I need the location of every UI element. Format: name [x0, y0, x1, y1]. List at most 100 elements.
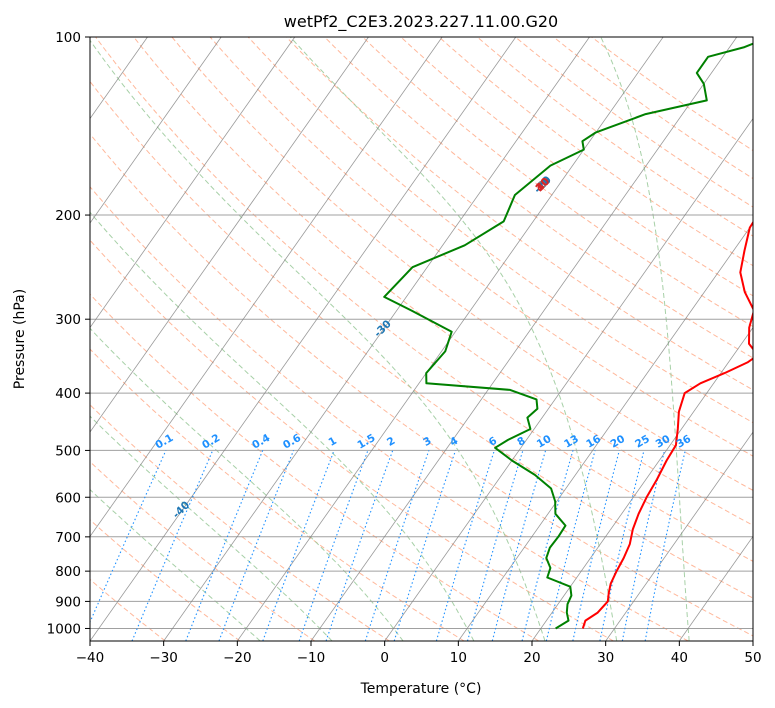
mixing-ratio-label: 20 [608, 433, 627, 451]
mixing-ratio-line [435, 450, 495, 641]
dry-adiabat-line [286, 37, 753, 391]
mixing-ratio-line [325, 450, 394, 641]
y-axis-label: Pressure (hPa) [12, 289, 28, 389]
y-tick-label: 200 [55, 208, 81, 224]
dry-adiabat-line [90, 519, 241, 641]
mixing-ratio-line [393, 450, 457, 641]
isotherm-line [90, 37, 517, 641]
isotherm-label: -50 [24, 631, 46, 653]
x-tick-label: 30 [597, 650, 614, 666]
dry-adiabat-line [476, 37, 753, 237]
mixing-ratio-line [262, 450, 335, 641]
mixing-ratio-label: 1 [327, 435, 339, 449]
isotherm-label: -70 [24, 631, 46, 653]
mixing-ratio-label: 16 [584, 433, 603, 451]
isotherm-label: -90 [24, 631, 46, 653]
x-tick-label: 0 [380, 650, 389, 666]
mixing-ratio-label: 3 [421, 435, 433, 449]
mixing-ratio-line [599, 450, 645, 641]
moist-adiabat-line [90, 415, 333, 641]
dry-adiabat-line [133, 37, 753, 526]
mixing-ratio-line [466, 450, 524, 641]
mixing-ratio-label: 30 [654, 433, 673, 451]
mixing-ratio-label: 1.5 [355, 432, 377, 452]
x-tick-label: 50 [744, 650, 761, 666]
x-axis-label: Temperature (°C) [360, 681, 482, 697]
isotherm-label: -30 [372, 318, 394, 340]
isotherm-line [90, 37, 222, 224]
mixing-ratio-label: 0.2 [200, 432, 222, 452]
y-tick-label: 500 [55, 443, 81, 459]
y-tick-label: 1000 [47, 621, 81, 637]
mixing-ratio-line [491, 450, 547, 641]
mixing-ratio-line [644, 450, 686, 641]
mixing-ratio-lines [90, 450, 686, 641]
mixing-ratio-line [185, 450, 264, 641]
mixing-ratio-line [364, 450, 430, 641]
mixing-ratio-label: 4 [448, 435, 460, 449]
mixing-ratio-label: 0.6 [281, 432, 303, 452]
isotherm-line [90, 37, 443, 538]
mixing-ratio-line [218, 450, 295, 641]
mixing-ratio-label: 13 [562, 433, 581, 451]
dry-adiabat-line [90, 186, 689, 641]
mixing-ratio-line [545, 450, 596, 641]
x-tick-label: −40 [76, 650, 105, 666]
isotherm-line [605, 431, 753, 641]
x-tick-label: −20 [223, 650, 252, 666]
dry-adiabat-line [90, 293, 540, 641]
isotherm-grid [90, 37, 753, 641]
dry-adiabats [90, 37, 753, 641]
isotherm-line [163, 37, 590, 641]
mixing-ratio-label: 0.4 [250, 432, 272, 452]
isotherm-label: -60 [24, 631, 46, 653]
isotherm-line [531, 326, 753, 641]
x-tick-label: −30 [149, 650, 178, 666]
dry-adiabat-line [90, 461, 315, 641]
mixing-ratio-label: 8 [515, 435, 527, 449]
isotherm-label: -80 [24, 631, 46, 653]
dry-adiabat-line [514, 37, 753, 208]
sounding-series [383, 42, 753, 630]
x-tick-label: −10 [297, 650, 326, 666]
isotherm-line [90, 37, 296, 329]
dry-adiabat-line [324, 37, 753, 359]
temperature-profile-line [581, 220, 753, 629]
y-tick-label: 900 [55, 594, 81, 610]
line-labels: 0.1 0.2 0.4 0.6 1 1.5 2 3 4 6 8 10 13 16 20 25 30 36-100-… [21, 174, 693, 655]
dry-adiabat-line [90, 80, 753, 599]
isotherm-line [678, 535, 753, 641]
isotherm-line [90, 37, 369, 433]
x-tick-label: 40 [671, 650, 688, 666]
axes: −40 −30 −20 −10 0 10 20 30 40 50 100 200 300 400 500 60… [47, 30, 762, 666]
y-tick-label: 800 [55, 564, 81, 580]
isotherm-line [384, 117, 753, 641]
y-tick-label: 600 [55, 490, 81, 506]
y-tick-label: 700 [55, 530, 81, 546]
moist-adiabat-line [90, 39, 546, 641]
moist-adiabat-line [90, 327, 404, 641]
dry-adiabat-line [171, 37, 753, 491]
dry-adiabat-line [90, 239, 614, 641]
x-tick-label: 10 [450, 650, 467, 666]
isotherm-label: -100 [21, 628, 48, 655]
moist-adiabat-line [600, 37, 690, 641]
mixing-ratio-line [521, 450, 574, 641]
mixing-ratio-label: 25 [633, 433, 652, 451]
moist-adiabat-line [289, 37, 618, 641]
isotherm-line [457, 222, 753, 641]
isobar-grid [90, 37, 753, 629]
dry-adiabat-line [90, 133, 753, 637]
y-tick-label: 400 [55, 386, 81, 402]
mixing-ratio-line [298, 450, 369, 641]
dry-adiabat-line [247, 37, 753, 424]
isotherm-label: -40 [170, 499, 192, 521]
dry-adiabat-line [209, 37, 753, 457]
mixing-ratio-line [131, 450, 214, 641]
dewpoint-profile-line [383, 42, 753, 630]
mixing-ratio-line [572, 450, 620, 641]
dry-adiabat-line [400, 37, 753, 297]
isotherm-line [752, 640, 753, 641]
x-tick-label: 20 [523, 650, 540, 666]
